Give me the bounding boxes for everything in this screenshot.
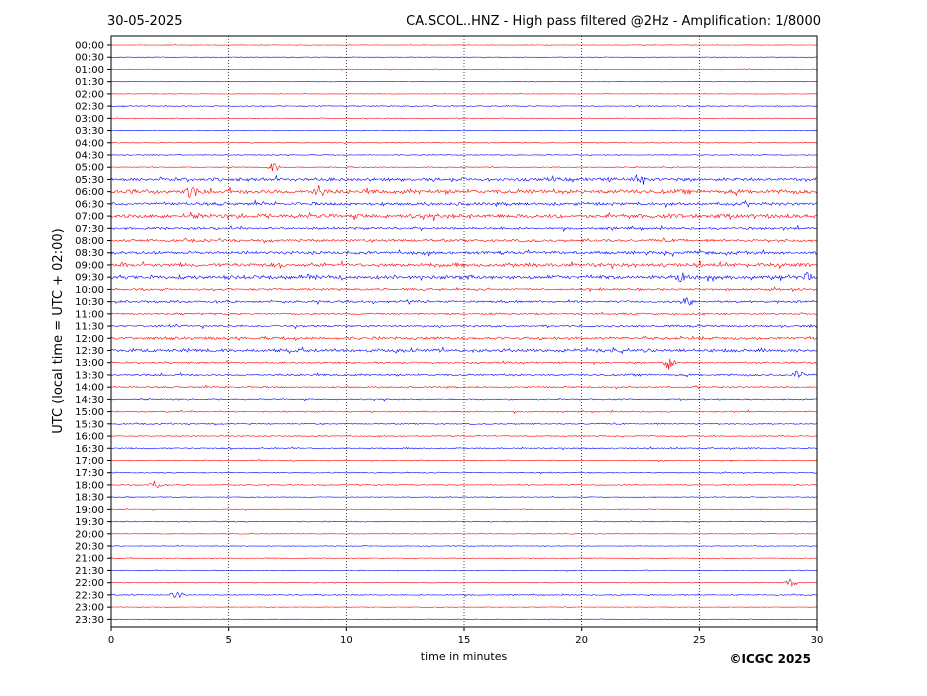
row-label: 16:00 — [75, 432, 104, 443]
x-tick-label: 0 — [108, 635, 114, 646]
x-axis-label: time in minutes — [421, 650, 508, 663]
trace-row — [110, 520, 818, 523]
trace-row — [110, 508, 818, 511]
row-label: 17:00 — [75, 456, 104, 467]
trace-row — [111, 163, 818, 172]
row-label: 18:30 — [75, 493, 104, 504]
row-label: 04:30 — [75, 150, 104, 161]
row-label: 00:00 — [75, 41, 104, 52]
x-ticks: 0 5 10 15 20 25 30 — [108, 627, 824, 646]
copyright-text: ©ICGC 2025 — [729, 652, 811, 666]
trace-row — [110, 141, 818, 144]
trace-row — [110, 173, 817, 185]
trace-row — [110, 323, 818, 330]
row-label: 05:00 — [75, 163, 104, 174]
row-label: 23:00 — [75, 603, 104, 614]
row-label: 14:00 — [75, 383, 104, 394]
chart-date: 30-05-2025 — [107, 14, 183, 29]
row-label: 11:00 — [75, 309, 104, 320]
row-label: 08:30 — [75, 248, 104, 259]
row-label: 13:30 — [75, 370, 104, 381]
row-label: 03:30 — [75, 126, 104, 137]
row-label: 21:30 — [75, 566, 104, 577]
row-label: 08:00 — [75, 236, 104, 247]
trace-row — [111, 495, 818, 499]
row-label: 17:30 — [75, 468, 104, 479]
row-label: 20:00 — [75, 529, 104, 540]
row-label: 05:30 — [75, 175, 104, 186]
trace-row — [110, 606, 818, 608]
row-label: 19:00 — [75, 505, 104, 516]
row-label: 14:30 — [75, 395, 104, 406]
row-label: 15:00 — [75, 407, 104, 418]
row-label: 09:30 — [75, 273, 104, 284]
trace-row — [110, 471, 818, 475]
trace-group — [110, 44, 818, 621]
row-label: 10:00 — [75, 285, 104, 296]
trace-row — [110, 480, 818, 488]
row-label: 12:30 — [75, 346, 104, 357]
trace-row — [110, 296, 818, 306]
row-label: 10:30 — [75, 297, 104, 308]
y-axis-label: UTC (local time = UTC + 02:00) — [51, 228, 66, 433]
row-label: 01:00 — [75, 65, 104, 76]
row-label: 18:00 — [75, 480, 104, 491]
trace-row — [110, 532, 818, 535]
trace-row — [110, 286, 818, 293]
row-label: 09:00 — [75, 260, 104, 271]
x-tick-label: 30 — [811, 635, 824, 646]
row-label: 03:00 — [75, 114, 104, 125]
x-tick-label: 15 — [458, 635, 471, 646]
row-label: 21:00 — [75, 554, 104, 565]
row-label: 22:00 — [75, 578, 104, 589]
trace-row — [110, 358, 818, 370]
row-label: 11:30 — [75, 322, 104, 333]
row-label: 22:30 — [75, 590, 104, 601]
row-label: 07:30 — [75, 224, 104, 235]
x-tick-label: 20 — [575, 635, 588, 646]
vertical-grid — [228, 36, 700, 627]
x-tick-label: 5 — [225, 635, 231, 646]
row-label: 02:00 — [75, 89, 104, 100]
trace-row — [111, 618, 818, 621]
row-label: 06:30 — [75, 199, 104, 210]
row-label: 12:00 — [75, 334, 104, 345]
row-label: 07:00 — [75, 212, 104, 223]
trace-row — [110, 249, 818, 258]
plot-frame — [110, 35, 818, 628]
row-label: 02:30 — [75, 102, 104, 113]
row-label: 04:00 — [75, 138, 104, 149]
x-tick-label: 25 — [693, 635, 706, 646]
trace-row — [110, 311, 818, 316]
trace-row — [110, 459, 818, 463]
row-label: 19:30 — [75, 517, 104, 528]
chart-title: CA.SCOL..HNZ - High pass filtered @2Hz -… — [406, 14, 821, 29]
row-label: 20:30 — [75, 542, 104, 553]
row-label: 01:30 — [75, 77, 104, 88]
trace-row — [110, 129, 818, 132]
trace-row — [110, 117, 818, 120]
row-label: 13:00 — [75, 358, 104, 369]
row-label: 23:30 — [75, 615, 104, 626]
trace-row — [111, 153, 818, 156]
x-tick-label: 10 — [340, 635, 353, 646]
row-label: 06:00 — [75, 187, 104, 198]
row-label: 15:30 — [75, 419, 104, 430]
row-label: 16:30 — [75, 444, 104, 455]
row-label: 00:30 — [75, 53, 104, 64]
